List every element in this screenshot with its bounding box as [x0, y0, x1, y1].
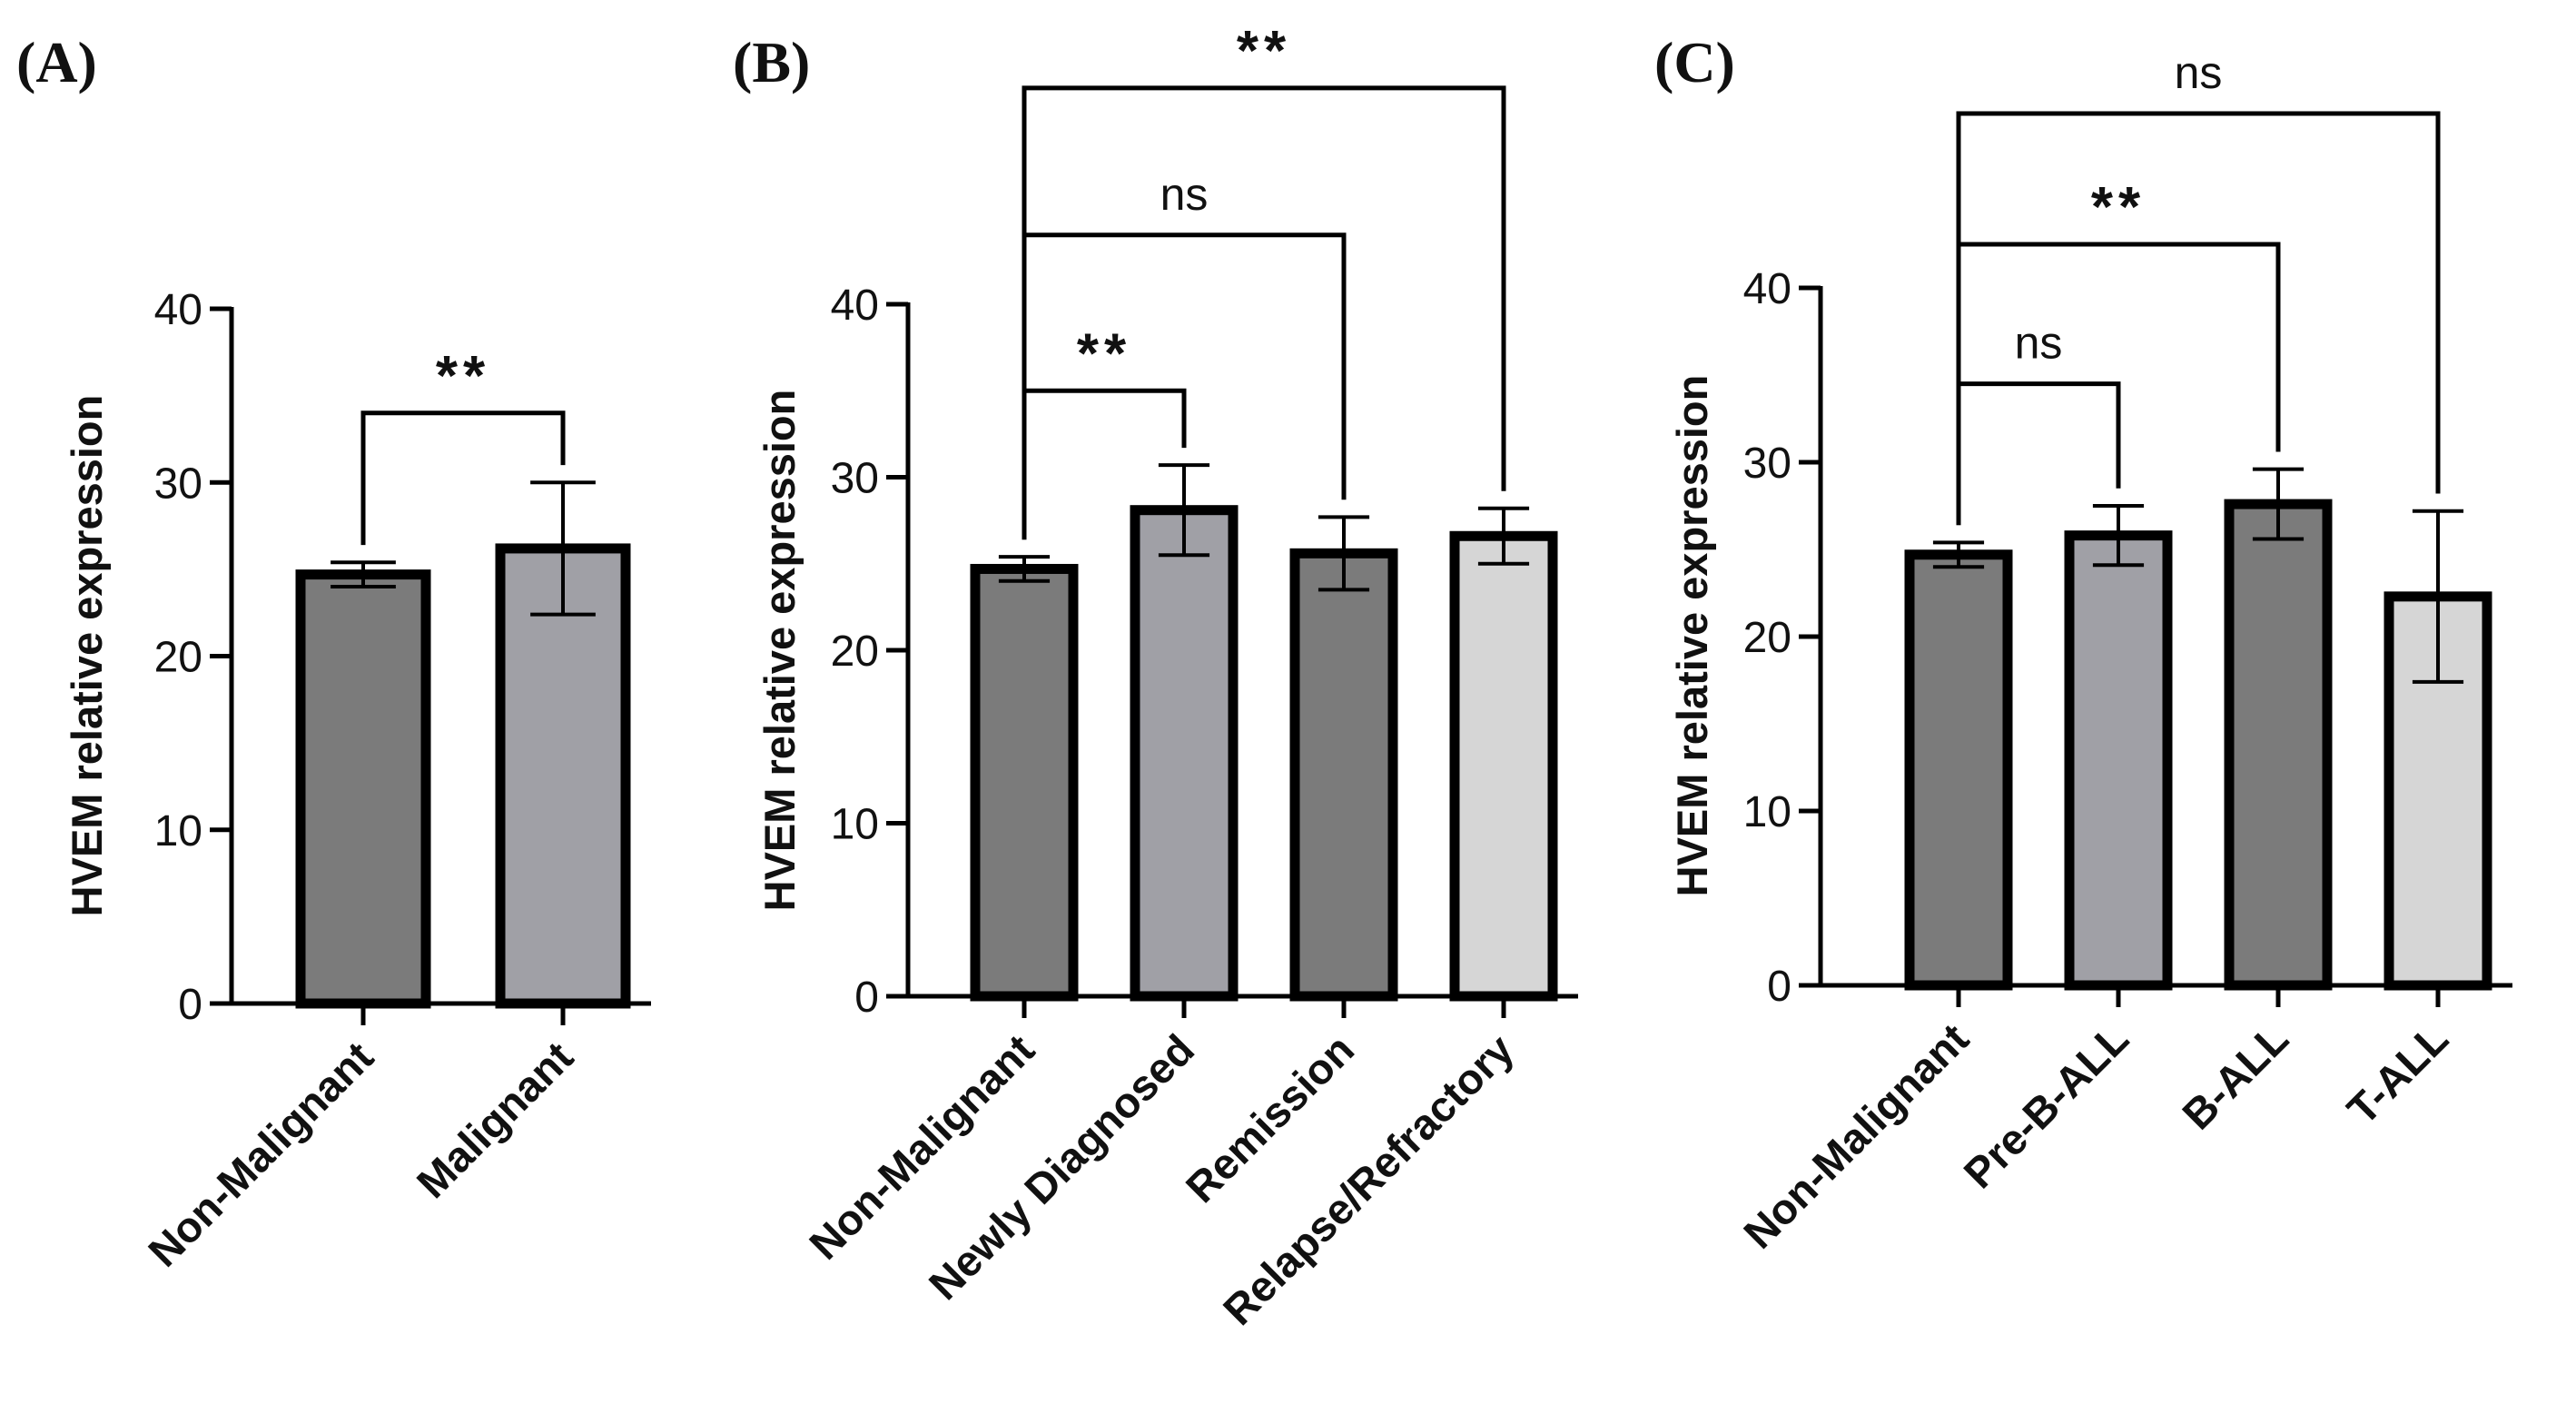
error-bar-2 — [2092, 504, 2145, 568]
x-category-label: Newly Diagnosed — [919, 1025, 1203, 1310]
x-category-label: B-ALL — [2173, 1014, 2297, 1139]
significance-bracket — [1022, 85, 1506, 540]
error-bar-4 — [2412, 509, 2464, 684]
error-bar-1 — [998, 555, 1051, 583]
y-axis-title: HVEM relative expression — [755, 390, 804, 912]
y-tick-label: 20 — [1743, 614, 1791, 662]
y-tick-label: 40 — [154, 286, 202, 334]
y-tick-label: 10 — [154, 807, 202, 855]
panel-label: (C) — [1654, 30, 1735, 94]
bar-1 — [970, 563, 1079, 1002]
y-tick-label: 0 — [1767, 963, 1791, 1011]
y-axis-title: HVEM relative expression — [1668, 375, 1716, 897]
bar-2 — [495, 543, 631, 1009]
x-category-label: Relapse/Refractory — [1214, 1025, 1523, 1334]
bar-1 — [1904, 549, 2013, 991]
y-tick-label: 40 — [1743, 265, 1791, 313]
error-bar-1 — [1932, 540, 1985, 569]
y-tick-label: 20 — [154, 634, 202, 682]
error-bar-3 — [2252, 467, 2305, 541]
significance-bracket — [360, 410, 566, 546]
bar-3 — [2224, 499, 2333, 991]
x-category-label: T-ALL — [2337, 1014, 2457, 1134]
y-axis-title: HVEM relative expression — [63, 395, 111, 917]
significance-label: ** — [1237, 20, 1291, 83]
y-tick-label: 30 — [1743, 440, 1791, 488]
panel-label: (A) — [16, 30, 97, 94]
bar-2 — [2064, 530, 2173, 991]
y-tick-label: 40 — [831, 282, 879, 330]
chart-panel-2: (B)HVEM relative expression010203040Non-… — [733, 20, 1578, 1334]
significance-label: ** — [1077, 322, 1131, 385]
x-category-label: Pre-B-ALL — [1954, 1014, 2137, 1198]
y-tick-label: 10 — [831, 801, 879, 849]
y-tick-label: 30 — [154, 460, 202, 508]
significance-label: ** — [436, 345, 490, 408]
significance-label: ns — [1160, 169, 1209, 220]
y-tick-label: 0 — [178, 981, 202, 1029]
bar-4 — [1449, 530, 1558, 1002]
y-tick-label: 30 — [831, 455, 879, 503]
bar-3 — [1289, 548, 1398, 1002]
error-bar-2 — [530, 480, 596, 617]
significance-label: ns — [2175, 47, 2223, 98]
error-bar-4 — [1477, 506, 1530, 566]
significance-bracket — [1956, 111, 2441, 526]
bar-2 — [1130, 505, 1239, 1002]
significance-bracket — [1956, 381, 2121, 526]
chart-panel-1: (A) HVEM relative expression 0 10 20 30 40 Non-… — [16, 30, 651, 1276]
x-category-label: Non-Malignant — [1734, 1013, 1978, 1257]
error-bar-3 — [1318, 515, 1370, 592]
significance-label: ** — [2091, 176, 2146, 239]
error-bar-2 — [1158, 463, 1210, 558]
y-tick-label: 0 — [854, 974, 879, 1022]
significance-label: ns — [2015, 318, 2063, 369]
x-category-label: Non-Malignant — [139, 1032, 382, 1275]
x-category-label: Malignant — [408, 1032, 583, 1207]
y-tick-label: 10 — [1743, 788, 1791, 836]
y-tick-label: 20 — [831, 628, 879, 676]
chart-panel-3: (C) HVEM relative expression 0 10 20 30 40 Non-… — [1654, 30, 2512, 1258]
panel-label: (B) — [733, 30, 810, 94]
error-bar-1 — [331, 560, 396, 588]
bar-1 — [295, 569, 431, 1009]
